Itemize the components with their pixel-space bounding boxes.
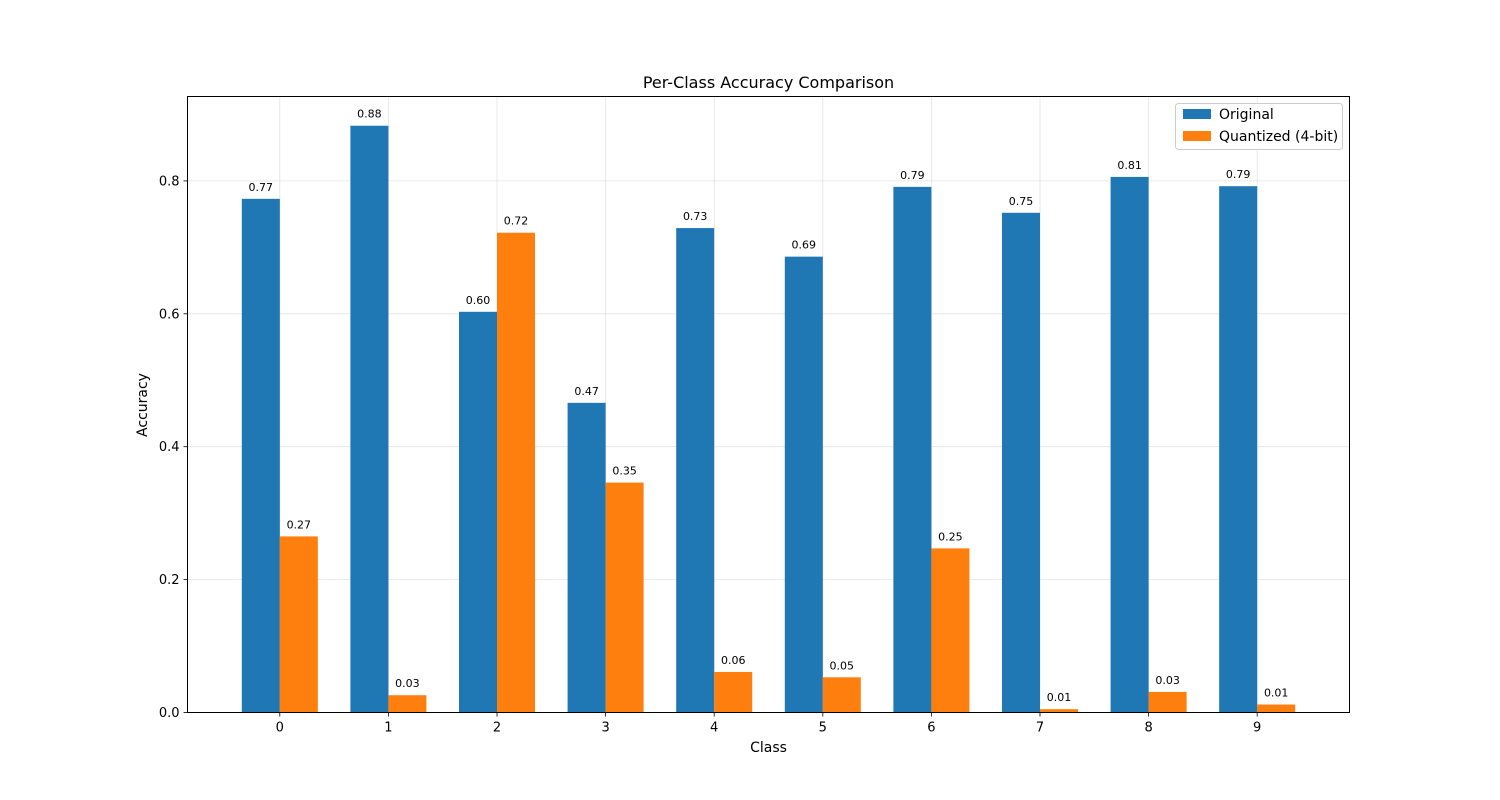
- legend-label-quantized: Quantized (4-bit): [1219, 129, 1338, 145]
- legend-label-original: Original: [1219, 107, 1274, 123]
- bar-original: [458, 311, 498, 713]
- y-tick-label: 0.0: [159, 706, 180, 721]
- bar-quantized: [388, 695, 427, 713]
- bar-original: [676, 228, 715, 713]
- bar-quantized: [1257, 704, 1296, 713]
- y-tick-label: 0.2: [159, 573, 180, 588]
- bar-value-label: 0.81: [1117, 159, 1142, 172]
- x-tick-label: 4: [710, 721, 718, 736]
- legend-swatch-original: [1183, 109, 1211, 119]
- bar-value-label: 0.01: [1264, 687, 1289, 700]
- bar-value-label: 0.25: [938, 530, 963, 543]
- bar-value-label: 0.88: [357, 108, 382, 121]
- bar-value-label: 0.79: [1226, 168, 1251, 181]
- bar-quantized: [1039, 709, 1079, 713]
- y-tick-label: 0.8: [159, 174, 180, 189]
- bar-original: [1219, 186, 1258, 713]
- bar-quantized: [714, 671, 753, 713]
- bars: [241, 125, 1296, 713]
- bar-original: [567, 402, 606, 713]
- legend-box: [1175, 103, 1343, 150]
- plot-frame: [187, 96, 1350, 713]
- bar-quantized: [1148, 691, 1187, 713]
- bar-value-label: 0.47: [574, 385, 599, 398]
- x-tick-label: 9: [1253, 721, 1261, 736]
- bar-value-label: 0.79: [900, 169, 925, 182]
- bar-value-label: 0.01: [1047, 691, 1072, 704]
- bar-original: [1001, 212, 1040, 713]
- bar-quantized: [605, 482, 644, 713]
- bar-value-label: 0.27: [287, 518, 312, 531]
- bar-value-label: 0.35: [612, 465, 637, 478]
- bar-value-label: 0.60: [466, 294, 491, 307]
- bar-quantized: [822, 677, 861, 713]
- bar-original: [241, 198, 280, 713]
- x-tick-label: 1: [384, 721, 392, 736]
- y-tick-label: 0.6: [159, 307, 180, 322]
- bar-value-label: 0.69: [792, 239, 817, 252]
- bar-quantized: [497, 232, 536, 713]
- bar-quantized: [931, 548, 970, 713]
- x-tick-label: 2: [493, 721, 501, 736]
- bar-original: [1110, 176, 1149, 713]
- x-tick-label: 8: [1144, 721, 1152, 736]
- x-tick-label: 5: [819, 721, 827, 736]
- legend-swatch-quantized: [1183, 131, 1211, 141]
- x-tick-label: 6: [927, 721, 935, 736]
- x-tick-label: 3: [601, 721, 609, 736]
- bar-quantized: [279, 536, 318, 713]
- bar-original: [893, 186, 932, 713]
- data-labels: 0.77 0.88 0.60 0.47 0.73 0.69 0.79 0.75 0.81 0.79…: [249, 108, 1289, 704]
- bar-value-label: 0.77: [249, 181, 274, 194]
- y-axis-ticks: 0.0 0.2 0.4 0.6 0.8: [159, 174, 188, 721]
- bar-value-label: 0.75: [1009, 195, 1034, 208]
- bar-value-label: 0.03: [395, 677, 420, 690]
- x-axis-label: Class: [750, 740, 787, 756]
- bar-original: [350, 125, 389, 713]
- bar-value-label: 0.03: [1155, 674, 1180, 687]
- bar-value-label: 0.06: [721, 654, 746, 667]
- x-tick-label: 7: [1036, 721, 1044, 736]
- y-axis-label: Accuracy: [135, 373, 151, 437]
- bar-original: [784, 256, 823, 713]
- x-tick-label: 0: [276, 721, 284, 736]
- x-axis-ticks: 0 1 2 3 4 5 6 7 8 9: [276, 712, 1261, 736]
- bar-value-label: 0.05: [830, 659, 855, 672]
- bar-value-label: 0.73: [683, 210, 708, 223]
- bar-value-label: 0.72: [504, 215, 529, 228]
- y-tick-label: 0.4: [159, 440, 180, 455]
- chart-title: Per-Class Accuracy Comparison: [643, 73, 894, 92]
- legend: Original Quantized (4-bit): [1175, 103, 1343, 150]
